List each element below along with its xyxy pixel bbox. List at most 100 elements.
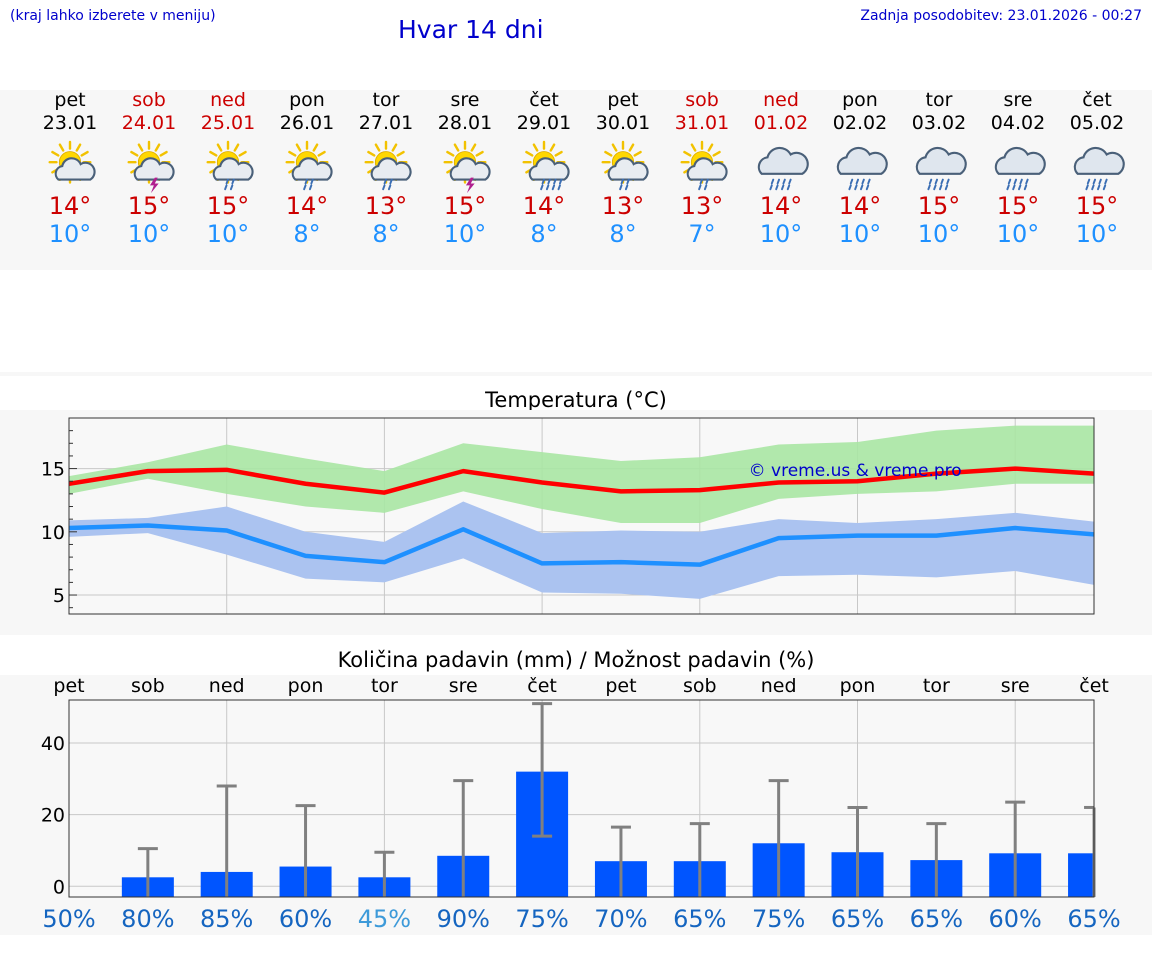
plot-frame [68,417,1095,615]
min-temperature: 7° [688,220,716,248]
day-column: ned 25.01 15° 10° [188,88,268,248]
day-column: sob 31.01 13° 7° [662,88,742,248]
day-name: pon [289,89,325,111]
precip-chance: 60% [279,905,332,933]
sun-cloud-rain-icon [364,140,412,191]
min-temperature: 10° [1075,220,1119,248]
sun-cloud-rain-icon [680,140,728,191]
precip-day-label: pon [288,675,324,697]
precip-chance: 45% [358,905,411,933]
day-column: pon 02.02 14° 10° [820,88,900,248]
day-name: ned [763,89,799,111]
day-column: sre 28.01 15° 10° [425,88,505,248]
precip-day-label: pet [605,675,636,697]
precip-day-label: ned [761,675,797,697]
day-column: tor 27.01 13° 8° [346,88,426,248]
max-temperature: 14° [285,192,329,220]
day-name: sre [1003,89,1033,111]
min-temperature: 10° [443,220,487,248]
sun-cloud-icon [48,140,96,184]
max-temperature-range-band [69,425,1094,523]
min-temperature: 10° [838,220,882,248]
cloud-rain-icon [915,146,967,191]
day-name: pet [607,89,639,111]
day-date: 24.01 [121,112,177,134]
precip-day-label: pet [53,675,84,697]
day-date: 30.01 [595,112,651,134]
precip-day-label: sob [131,675,165,697]
sun-cloud-rain-icon [285,140,333,191]
precip-bar [1068,853,1094,897]
day-date: 23.01 [42,112,98,134]
day-date: 27.01 [358,112,414,134]
precip-chance: 85% [200,905,253,933]
day-column: tor 03.02 15° 10° [899,88,979,248]
max-temperature: 15° [443,192,487,220]
max-temperature: 14° [48,192,92,220]
sun-cloud-rain-icon [206,140,254,191]
day-date: 05.02 [1069,112,1125,134]
cloud-rain-icon [1073,146,1125,191]
cloud-rain-icon [836,146,888,191]
min-temperature: 10° [206,220,250,248]
max-temperature: 15° [206,192,250,220]
sun-cloud-thunder-icon [443,140,491,194]
precip-chance: 90% [437,905,490,933]
y-tick-label: 40 [41,733,65,755]
page-title: Hvar 14 dni [398,15,544,44]
min-temperature: 10° [917,220,961,248]
precip-chance: 50% [42,905,95,933]
min-temperature: 10° [996,220,1040,248]
y-tick-label: 10 [41,522,65,544]
max-temperature: 14° [522,192,566,220]
location-menu-hint[interactable]: (kraj lahko izberete v meniju) [10,8,216,24]
day-column: sob 24.01 15° 10° [109,88,189,248]
min-temperature: 10° [127,220,171,248]
day-date: 31.01 [674,112,730,134]
precip-day-label: sre [449,675,478,697]
last-update: Zadnja posodobitev: 23.01.2026 - 00:27 [860,8,1142,24]
max-temperature: 15° [127,192,171,220]
day-name: sob [685,89,719,111]
day-date: 26.01 [279,112,335,134]
y-tick-label: 0 [53,876,65,898]
max-temperature: 15° [917,192,961,220]
max-temperature-line [69,466,1094,495]
day-name: čet [529,89,559,111]
precip-chance: 75% [752,905,805,933]
precip-chance: 65% [831,905,884,933]
day-name: ned [210,89,246,111]
precip-day-label: tor [923,675,950,697]
day-column: čet 29.01 14° 8° [504,88,584,248]
temperature-chart-title: Temperatura (°C) [485,388,667,412]
sun-cloud-heavy-rain-icon [522,140,570,191]
cloud-rain-icon [994,146,1046,191]
precip-day-label: tor [371,675,398,697]
min-temperature: 10° [48,220,92,248]
max-temperature: 14° [759,192,803,220]
day-name: sob [132,89,166,111]
max-temperature: 13° [680,192,724,220]
day-date: 03.02 [911,112,967,134]
day-date: 25.01 [200,112,256,134]
min-temperature: 8° [372,220,400,248]
min-temperature-line [69,523,1094,567]
day-column: ned 01.02 14° 10° [741,88,821,248]
precipitation-chart: pet sob ned pon tor sre čet pet sob ned pon tor sre č… [41,675,1121,933]
day-name: sre [450,89,480,111]
temperature-chart: 5 10 15 © vreme.us & vreme.pro [41,417,1095,615]
day-date: 04.02 [990,112,1046,134]
day-date: 29.01 [516,112,572,134]
max-temperature: 14° [838,192,882,220]
precip-chance: 65% [910,905,963,933]
y-tick-label: 15 [41,459,65,481]
precip-day-label: sob [683,675,717,697]
day-date: 02.02 [832,112,888,134]
precip-day-label: ned [209,675,245,697]
precip-day-label: pon [840,675,876,697]
cloud-rain-icon [757,146,809,191]
day-name: tor [372,89,400,111]
day-name: pet [54,89,86,111]
day-name: pon [842,89,878,111]
daily-forecast-band [0,90,1152,270]
